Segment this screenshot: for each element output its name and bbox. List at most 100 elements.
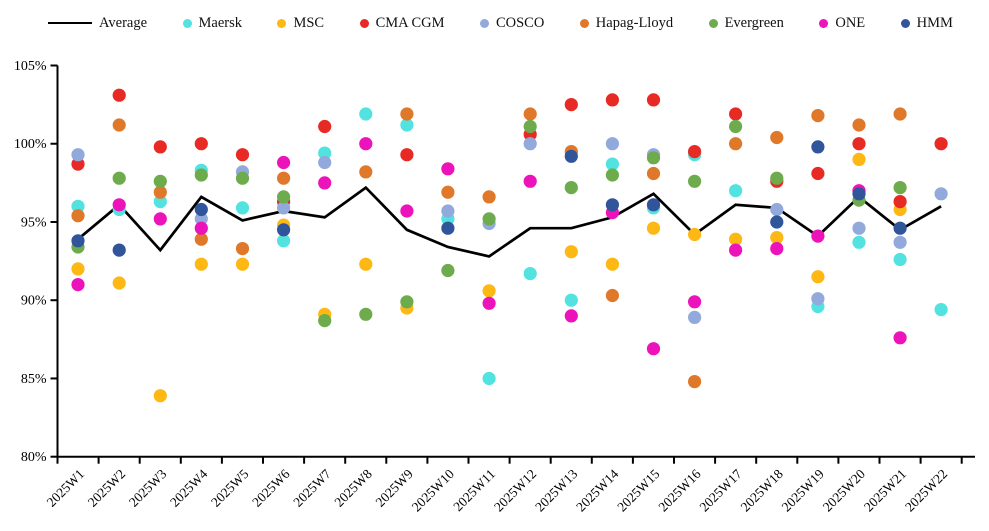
- data-point-cosco-2025W7: [318, 155, 332, 170]
- data-point-hmm-2025W18: [770, 215, 784, 229]
- data-point-maersk-2025W8: [359, 107, 373, 121]
- data-point-evergreen-2025W18: [770, 171, 784, 185]
- data-point-hapag-lloyd-2025W21: [893, 107, 907, 121]
- data-point-cma-cgm-2025W1: [71, 157, 85, 171]
- data-point-msc-2025W15: [646, 221, 661, 235]
- data-point-msc-2025W14: [605, 257, 620, 271]
- data-point-maersk-2025W21: [893, 252, 907, 267]
- legend-line-swatch: [48, 22, 92, 24]
- data-point-hapag-lloyd-2025W20: [852, 118, 866, 132]
- x-tick-label: 2025W13: [532, 466, 580, 514]
- x-tick-label: 2025W1: [44, 466, 87, 509]
- data-point-maersk-2025W3: [153, 195, 167, 209]
- legend-item-hmm[interactable]: HMM: [900, 14, 953, 32]
- data-point-one-2025W7: [318, 176, 332, 190]
- data-point-maersk-2025W17: [729, 184, 743, 198]
- data-point-one-2025W2: [112, 198, 126, 212]
- data-point-cma-cgm-2025W4: [194, 137, 208, 151]
- data-point-hapag-lloyd-2025W11: [482, 190, 496, 204]
- data-point-msc-2025W16: [688, 227, 702, 242]
- data-point-maersk-2025W7: [318, 146, 332, 160]
- x-tick-label: 2025W11: [450, 466, 498, 514]
- legend-item-cma-cgm[interactable]: CMA CGM: [359, 15, 444, 32]
- data-point-cosco-2025W4: [194, 212, 208, 226]
- data-point-one-2025W18: [770, 242, 784, 256]
- legend-item-hapag-lloyd[interactable]: Hapag-Lloyd: [579, 14, 674, 32]
- legend-item-cosco[interactable]: COSCO: [479, 15, 544, 32]
- x-tick-label: 2025W17: [697, 466, 745, 514]
- legend-label: HMM: [916, 14, 953, 31]
- legend-item-maersk[interactable]: Maersk: [182, 15, 242, 32]
- data-point-one-2025W15: [646, 342, 661, 356]
- data-point-maersk-2025W22: [934, 303, 948, 317]
- data-point-msc-2025W5: [235, 257, 250, 271]
- data-point-msc-2025W18: [770, 231, 784, 245]
- data-point-cma-cgm-2025W14: [605, 93, 620, 107]
- x-tick-label: 2025W15: [614, 466, 662, 514]
- data-point-cma-cgm-2025W13: [564, 98, 578, 112]
- data-point-hapag-lloyd-2025W19: [811, 109, 825, 123]
- data-point-hapag-lloyd-2025W18: [770, 130, 784, 145]
- data-point-cma-cgm-2025W15: [646, 93, 661, 107]
- legend-item-evergreen[interactable]: Evergreen: [708, 14, 784, 32]
- legend-label: Hapag-Lloyd: [595, 14, 674, 31]
- data-point-cma-cgm-2025W7: [318, 119, 332, 134]
- data-point-maersk-2025W9: [400, 118, 414, 132]
- data-point-one-2025W1: [71, 278, 85, 292]
- x-tick-label: 2025W6: [249, 466, 293, 510]
- data-point-evergreen-2025W2: [112, 171, 126, 185]
- y-tick-label: 95%: [21, 215, 47, 230]
- data-point-hmm-2025W13: [564, 149, 578, 163]
- data-point-maersk-2025W12: [523, 267, 537, 281]
- x-tick-label: 2025W8: [331, 466, 375, 510]
- data-point-one-2025W8: [359, 137, 373, 151]
- data-point-hapag-lloyd-2025W14: [605, 288, 620, 303]
- x-tick-label: 2025W16: [655, 466, 703, 514]
- data-point-one-2025W19: [811, 229, 825, 243]
- data-point-cma-cgm-2025W2: [112, 88, 126, 102]
- data-point-cosco-2025W12: [523, 137, 537, 151]
- data-point-hmm-2025W19: [811, 140, 825, 154]
- data-point-msc-2025W3: [153, 389, 167, 403]
- data-point-cma-cgm-2025W9: [400, 148, 414, 162]
- data-point-msc-2025W2: [112, 276, 126, 290]
- x-tick-label: 2025W3: [126, 466, 170, 510]
- data-point-evergreen-2025W5: [235, 171, 250, 185]
- data-point-cma-cgm-2025W16: [688, 145, 702, 159]
- x-tick-label: 2025W12: [491, 466, 539, 514]
- data-point-cma-cgm-2025W3: [153, 140, 167, 154]
- data-point-hapag-lloyd-2025W10: [441, 185, 455, 199]
- legend-item-msc[interactable]: MSC: [277, 15, 324, 32]
- data-point-evergreen-2025W15: [646, 151, 661, 165]
- legend-dot-evergreen: [708, 18, 718, 28]
- data-point-maersk-2025W13: [564, 293, 578, 307]
- data-point-hmm-2025W15: [646, 198, 661, 212]
- data-point-evergreen-2025W6: [277, 190, 291, 204]
- x-tick-label: 2025W21: [861, 466, 909, 514]
- data-point-one-2025W21: [893, 331, 907, 345]
- legend-label: Evergreen: [724, 14, 784, 31]
- data-point-cosco-2025W20: [852, 221, 866, 235]
- data-point-hmm-2025W14: [605, 198, 620, 212]
- data-point-msc-2025W11: [482, 284, 496, 298]
- legend-item-one[interactable]: ONE: [819, 15, 865, 32]
- y-tick-label: 105%: [14, 59, 47, 74]
- data-point-maersk-2025W20: [852, 235, 866, 249]
- data-point-hmm-2025W20: [852, 187, 866, 201]
- data-point-evergreen-2025W16: [688, 174, 702, 188]
- data-point-msc-2025W4: [194, 257, 208, 271]
- data-point-cma-cgm-2025W20: [852, 137, 866, 151]
- data-point-maersk-2025W14: [605, 157, 620, 171]
- legend-item-average[interactable]: Average: [48, 15, 147, 32]
- data-point-cosco-2025W22: [934, 187, 948, 201]
- data-point-evergreen-2025W9: [400, 295, 414, 309]
- data-point-hapag-lloyd-2025W9: [400, 107, 414, 121]
- average-line: [77, 185, 942, 258]
- x-tick-label: 2025W20: [820, 466, 868, 514]
- data-point-evergreen-2025W10: [441, 263, 455, 278]
- data-point-hapag-lloyd-2025W8: [359, 165, 373, 179]
- data-point-hapag-lloyd-2025W12: [523, 107, 537, 121]
- data-point-one-2025W16: [688, 295, 702, 309]
- data-point-cma-cgm-2025W17: [729, 107, 743, 121]
- legend-dot-cosco: [479, 18, 489, 28]
